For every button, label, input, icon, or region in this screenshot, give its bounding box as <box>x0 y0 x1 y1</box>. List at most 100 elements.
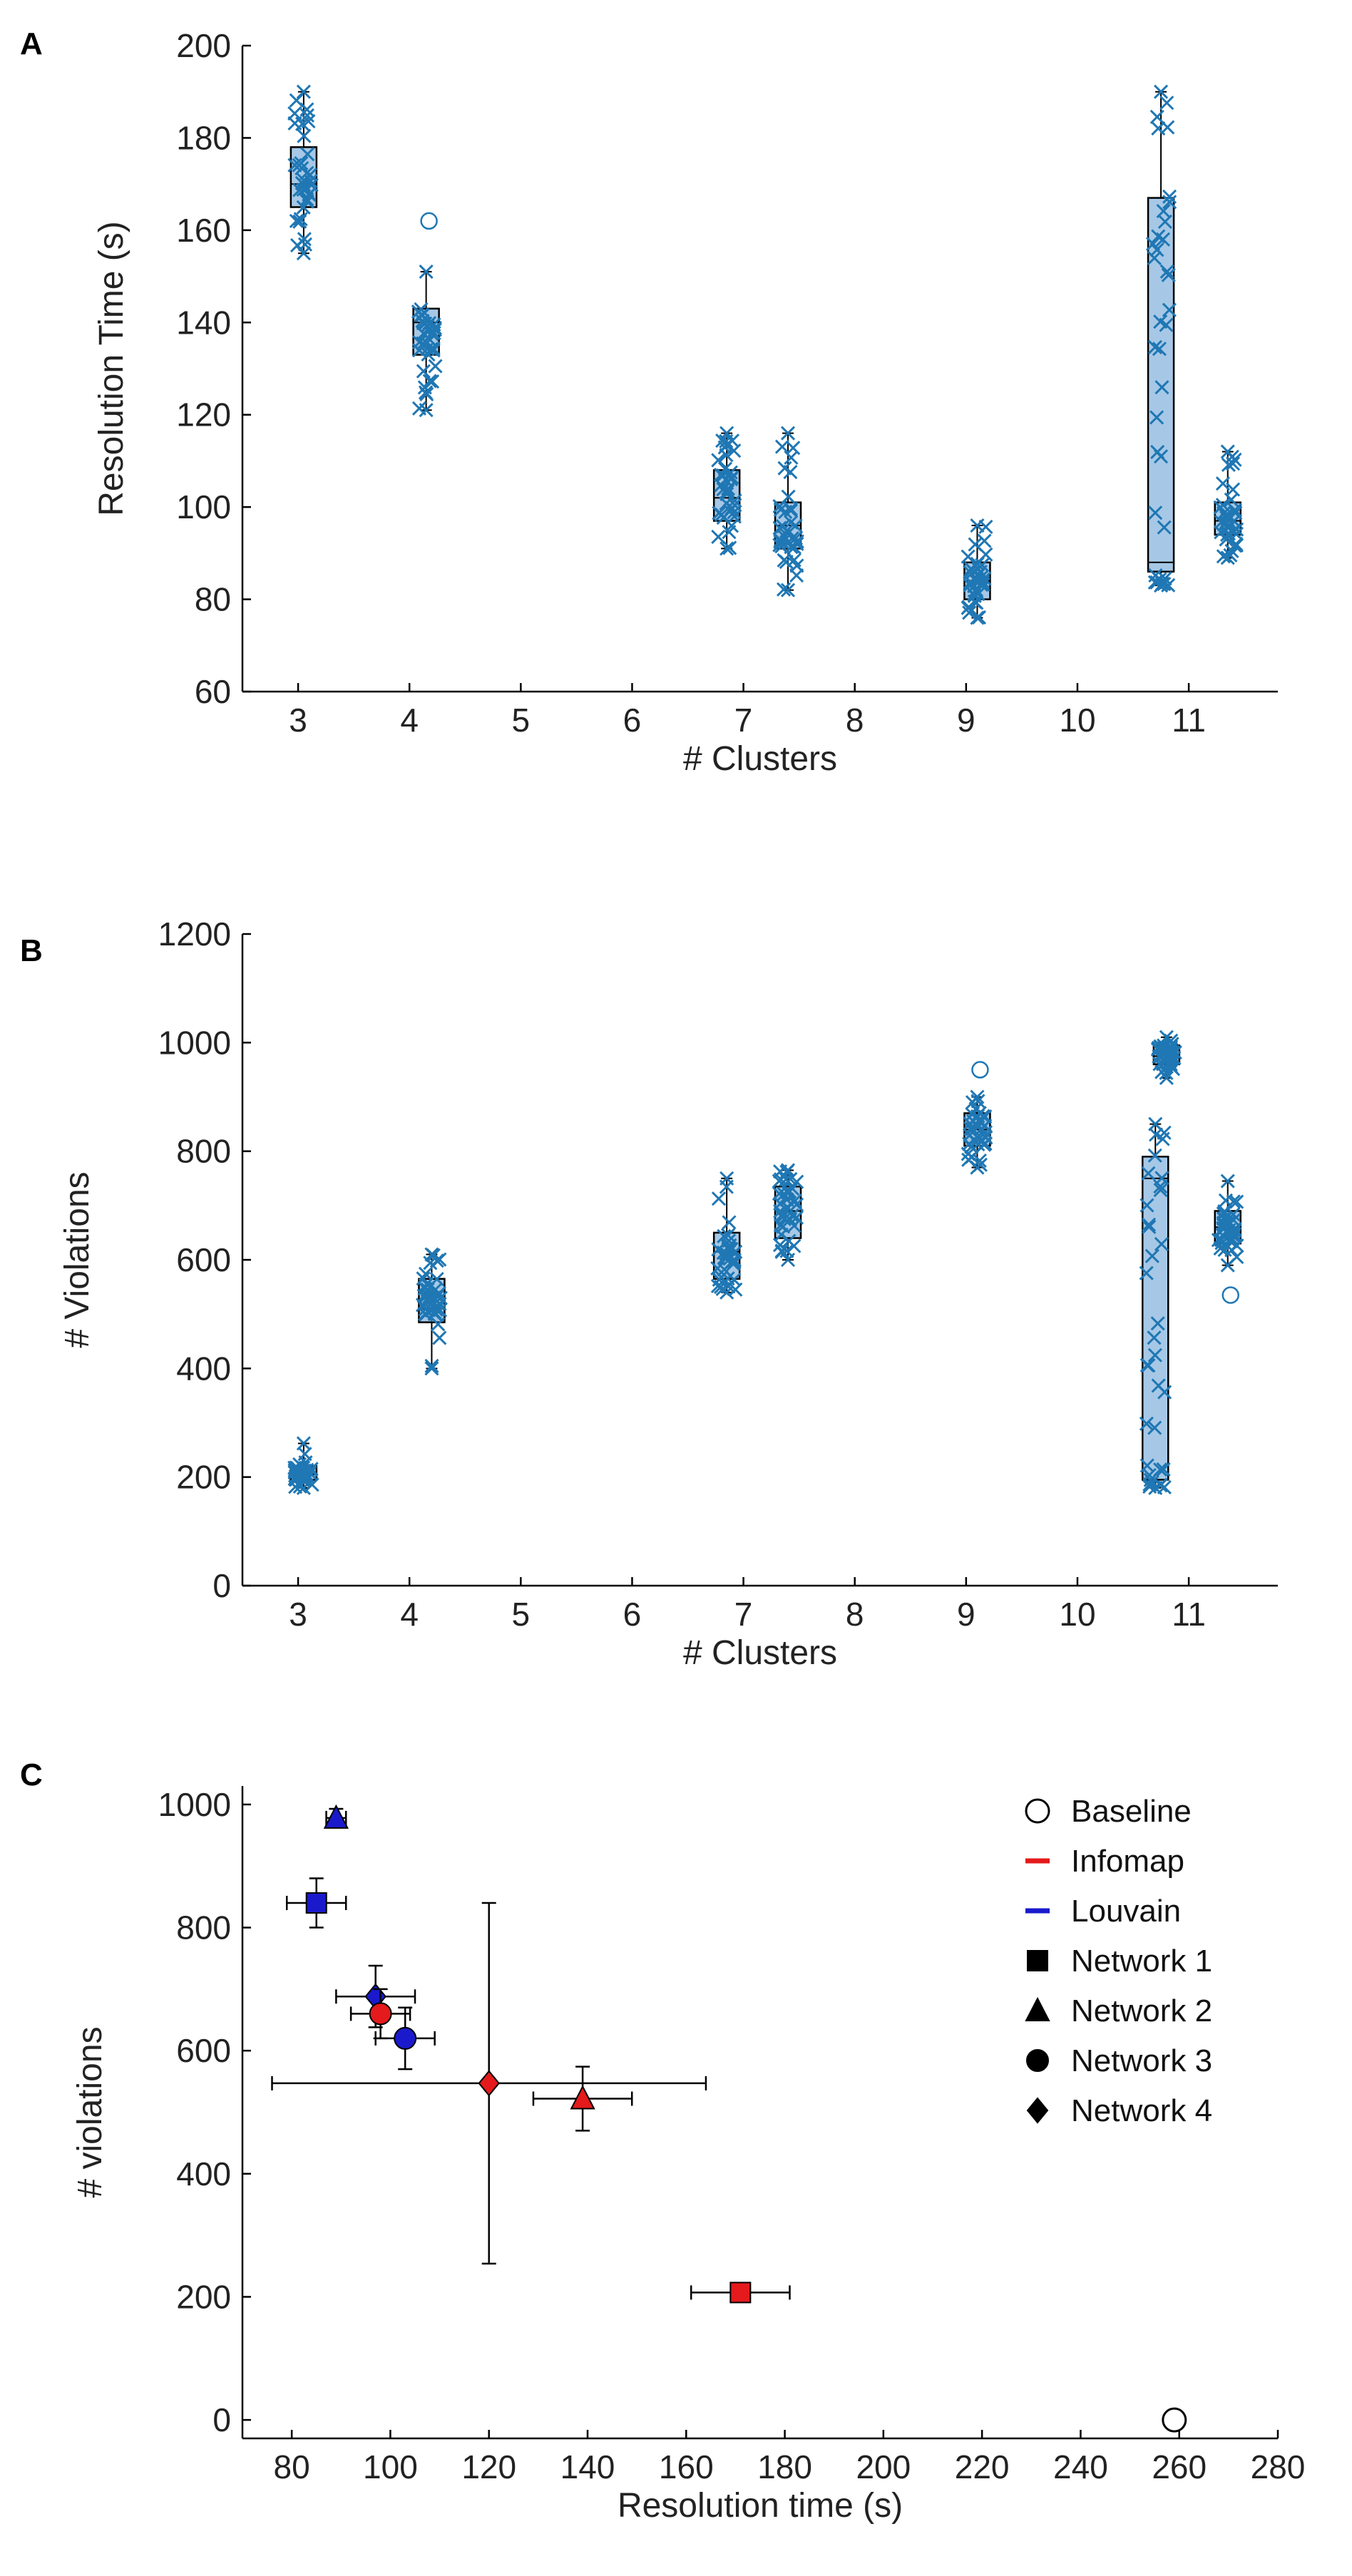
data-point-cross <box>789 568 804 583</box>
y-tick-label: 400 <box>176 1350 231 1387</box>
data-point-cross <box>1147 250 1162 265</box>
data-point-cross <box>1226 1194 1241 1209</box>
data-point-cross <box>296 200 311 215</box>
x-tick-label: 5 <box>512 1596 531 1633</box>
x-axis-title: # Clusters <box>683 740 837 778</box>
data-point-cross <box>963 578 978 592</box>
y-tick-label: 200 <box>176 27 231 64</box>
data-point-cross <box>776 582 792 597</box>
data-point-cross <box>789 1210 804 1225</box>
box-group <box>1145 84 1177 593</box>
y-tick-label: 200 <box>176 2278 231 2315</box>
data-point-cross <box>1226 523 1241 538</box>
data-point-cross <box>1151 229 1166 244</box>
data-point-cross <box>780 1163 796 1178</box>
data-point-cross <box>1151 1378 1166 1393</box>
scatter-point-group <box>349 1988 411 2040</box>
scatter-marker <box>305 1892 327 1914</box>
y-tick-label: 1000 <box>158 1024 231 1061</box>
data-point-cross <box>1162 195 1177 210</box>
legend-label: Network 1 <box>1071 1944 1212 1979</box>
data-point-cross <box>1148 506 1163 520</box>
data-point-cross <box>417 327 432 342</box>
data-point-cross <box>1147 1420 1162 1435</box>
data-point-cross <box>289 213 304 228</box>
data-point-cross <box>424 1247 439 1262</box>
data-point-cross <box>719 1285 734 1300</box>
data-point-cross <box>970 1089 985 1104</box>
data-point-cross <box>1142 1219 1157 1234</box>
x-tick-label: 11 <box>1172 702 1206 739</box>
data-point-cross <box>1153 578 1169 593</box>
data-point-cross <box>422 374 437 389</box>
scatter-marker <box>323 1804 349 1829</box>
y-tick-label: 800 <box>176 1133 231 1170</box>
data-point-cross <box>783 465 798 480</box>
scatter-marker <box>369 2002 392 2026</box>
data-point-cross <box>419 386 434 401</box>
legend: Baseline Infomap Louvain Network 1 Network 2… <box>1025 1794 1212 2128</box>
data-point-cross <box>1156 1462 1171 1477</box>
data-point-cross <box>1229 1194 1244 1209</box>
data-point-cross <box>419 403 434 418</box>
data-point-cross <box>788 530 804 545</box>
data-point-cross <box>711 1191 727 1206</box>
data-point-cross <box>975 558 990 573</box>
panel-c-chart: C 0 200 400 600 800 1000 80 100 120 140 160 180 200 2… <box>20 1757 1305 2525</box>
data-point-cross <box>414 302 429 317</box>
data-point-cross <box>1141 1217 1157 1232</box>
data-point-cross <box>1153 1462 1168 1477</box>
data-point-cross <box>1152 342 1167 356</box>
outlier-point <box>971 1061 989 1079</box>
data-point-cross <box>432 1330 447 1345</box>
x-tick-label: 200 <box>856 2448 911 2485</box>
data-point-cross <box>429 1271 444 1286</box>
box-group <box>1211 1174 1244 1304</box>
legend-marker-swatch <box>1027 1950 1048 1971</box>
box-group <box>1150 1030 1182 1085</box>
data-point-cross <box>296 84 311 99</box>
y-tick-label: 120 <box>176 396 231 433</box>
scatter-point-group <box>690 2282 791 2304</box>
x-tick-label: 260 <box>1152 2448 1207 2485</box>
data-point-cross <box>780 426 796 441</box>
data-point-cross <box>297 232 312 247</box>
scatter-marker <box>478 2070 501 2097</box>
data-point-cross <box>412 334 427 350</box>
y-tick-label: 0 <box>212 2401 231 2438</box>
panel-a-chart: A 60 80 100 120 140 160 180 200 3 4 5 6 7 8 9 10 11 # Clu… <box>20 26 1278 778</box>
x-tick-label: 140 <box>560 2448 615 2485</box>
box-group <box>287 84 319 261</box>
data-point-cross <box>773 1196 788 1211</box>
data-point-cross <box>418 1307 434 1322</box>
data-point-cross <box>1144 1248 1159 1263</box>
data-point-cross <box>1211 1233 1226 1248</box>
y-tick-label: 200 <box>176 1459 231 1496</box>
outlier-point <box>420 212 438 230</box>
x-tick-label: 10 <box>1059 702 1095 739</box>
x-tick-label: 6 <box>623 1596 642 1633</box>
legend-label: Baseline <box>1071 1794 1192 1829</box>
data-point-cross <box>968 583 984 597</box>
box-group <box>710 1171 743 1300</box>
legend-label: Louvain <box>1071 1894 1181 1929</box>
data-point-cross <box>1154 1236 1169 1251</box>
data-point-cross <box>427 322 442 337</box>
data-point-cross <box>711 529 726 545</box>
legend-marker-swatch <box>1025 1996 1050 2021</box>
data-point-cross <box>1150 1316 1165 1331</box>
data-point-cross <box>1140 1198 1154 1213</box>
data-point-cross <box>784 531 799 546</box>
box-group <box>415 1247 448 1376</box>
box-group <box>287 1436 319 1495</box>
y-tick-label: 600 <box>176 2032 231 2069</box>
data-point-cross <box>1151 120 1166 136</box>
legend-marker-swatch <box>1026 2049 1049 2072</box>
y-tick-label: 0 <box>212 1567 231 1604</box>
data-point-cross <box>970 1160 985 1175</box>
data-point-cross <box>728 1282 743 1297</box>
x-tick-label: 5 <box>512 702 531 739</box>
data-point-cross <box>1220 444 1235 459</box>
y-tick-label: 400 <box>176 2155 231 2192</box>
data-point-cross <box>1227 503 1242 518</box>
